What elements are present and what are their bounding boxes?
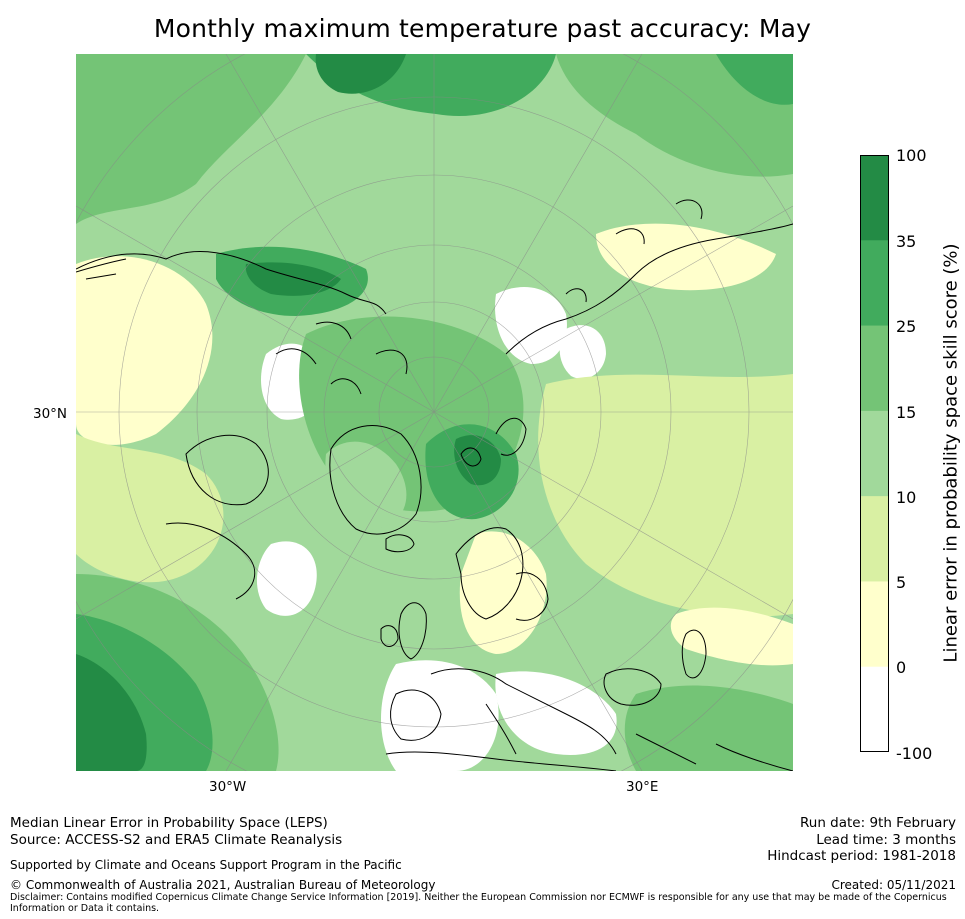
- coast-canadian-archipelago: [275, 321, 408, 395]
- graticule: [76, 54, 793, 771]
- colorbar-tick-5: 5: [896, 573, 907, 592]
- coast-labrador: [165, 522, 256, 600]
- region-siberia-white-2: [559, 325, 606, 379]
- region-greenland: [325, 441, 407, 530]
- footer-created: Created: 05/11/2021: [831, 878, 956, 892]
- region-top-right: [556, 54, 793, 177]
- lon-label-30e: 30°E: [626, 779, 659, 795]
- region-north-america-light: [76, 434, 224, 583]
- region-lower-right-pale: [670, 607, 793, 666]
- coast-north-america-arctic: [76, 251, 387, 315]
- region-lower-atlantic-darkest: [76, 654, 147, 771]
- coast-finland-baltic: [515, 572, 549, 621]
- region-med-white: [495, 671, 617, 755]
- colorbar-tick-35: 35: [896, 232, 917, 251]
- footer-source: Source: ACCESS-S2 and ERA5 Climate Reana…: [10, 832, 343, 848]
- colorbar-swatch-10: [860, 496, 889, 582]
- region-eurasia-pale: [596, 223, 776, 291]
- region-dark-top-center: [315, 54, 406, 94]
- coast-ireland: [380, 625, 399, 647]
- coast-italy: [485, 703, 517, 755]
- coast-europe: [430, 668, 617, 755]
- coast-scandinavia: [455, 527, 524, 620]
- coast-siberia: [505, 223, 793, 355]
- footer-supported: Supported by Climate and Oceans Support …: [10, 858, 402, 872]
- colorbar-tick-25: 25: [896, 317, 917, 336]
- region-atlantic-white: [256, 541, 317, 616]
- region-band-dark-left-2: [245, 262, 341, 296]
- region-eurasia-light: [538, 374, 793, 617]
- region-barents-darkest: [454, 435, 501, 486]
- coast-east-med: [635, 733, 793, 771]
- colorbar-tick-minus-100: -100: [896, 744, 933, 763]
- region-north-atlantic-west: [76, 54, 306, 224]
- colorbar-label: Linear error in probability space skill …: [940, 243, 962, 663]
- coast-siberia-islands: [565, 199, 703, 303]
- colorbar-swatches: [860, 155, 889, 752]
- region-north-america-interior: [76, 256, 213, 445]
- colorbar: [860, 155, 889, 752]
- region-europe-white: [381, 660, 499, 771]
- coastlines: [76, 199, 793, 771]
- footer-run-date: Run date: 9th February: [799, 815, 956, 831]
- colorbar-tick-10: 10: [896, 488, 917, 507]
- footer-copyright: © Commonwealth of Australia 2021, Austra…: [10, 878, 436, 892]
- coast-north-africa: [385, 751, 617, 771]
- lat-label-30n: 30°N: [33, 406, 68, 422]
- footer-disclaimer-2: Information or Data it contains.: [10, 903, 160, 914]
- colorbar-swatch-25: [860, 325, 889, 412]
- colorbar-swatch-100: [860, 155, 889, 241]
- footer-disclaimer-1: Disclaimer: Contains modified Copernicus…: [10, 892, 947, 903]
- coast-hudson-bay: [185, 434, 269, 506]
- coast-greenland: [329, 425, 422, 535]
- colorbar-swatch-35: [860, 240, 889, 327]
- coast-iceland: [385, 534, 415, 553]
- footer-lead-time: Lead time: 3 months: [816, 832, 956, 848]
- colorbar-swatch-0: [860, 666, 889, 752]
- colorbar-swatch-15: [860, 410, 889, 497]
- lon-label-30w: 30°W: [209, 779, 247, 795]
- colorbar-tick-15: 15: [896, 403, 917, 422]
- footer-leps: Median Linear Error in Probability Space…: [10, 815, 328, 831]
- coast-svalbard: [460, 447, 482, 467]
- coast-caspian: [681, 629, 707, 679]
- map-title: Monthly maximum temperature past accurac…: [153, 14, 812, 43]
- coast-iberia: [390, 689, 442, 741]
- footer-hindcast: Hindcast period: 1981-2018: [767, 848, 956, 864]
- coast-black-sea: [603, 668, 662, 706]
- coast-alaska: [76, 258, 127, 280]
- region-lower-right-green: [624, 685, 793, 771]
- skill-score-map: [76, 54, 793, 771]
- colorbar-tick-0: 0: [896, 658, 907, 677]
- coast-novaya-zemlya: [495, 417, 527, 456]
- region-top-right-green: [716, 54, 793, 105]
- region-europe-pale: [459, 531, 547, 654]
- colorbar-tick-100: 100: [896, 146, 927, 165]
- colorbar-swatch-5: [860, 581, 889, 668]
- coast-britain: [398, 602, 427, 660]
- region-siberia-white: [495, 286, 567, 364]
